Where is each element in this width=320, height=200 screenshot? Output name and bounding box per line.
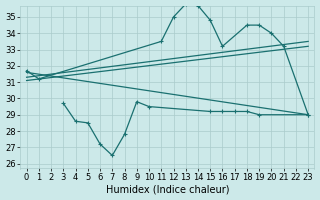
X-axis label: Humidex (Indice chaleur): Humidex (Indice chaleur) (106, 184, 229, 194)
